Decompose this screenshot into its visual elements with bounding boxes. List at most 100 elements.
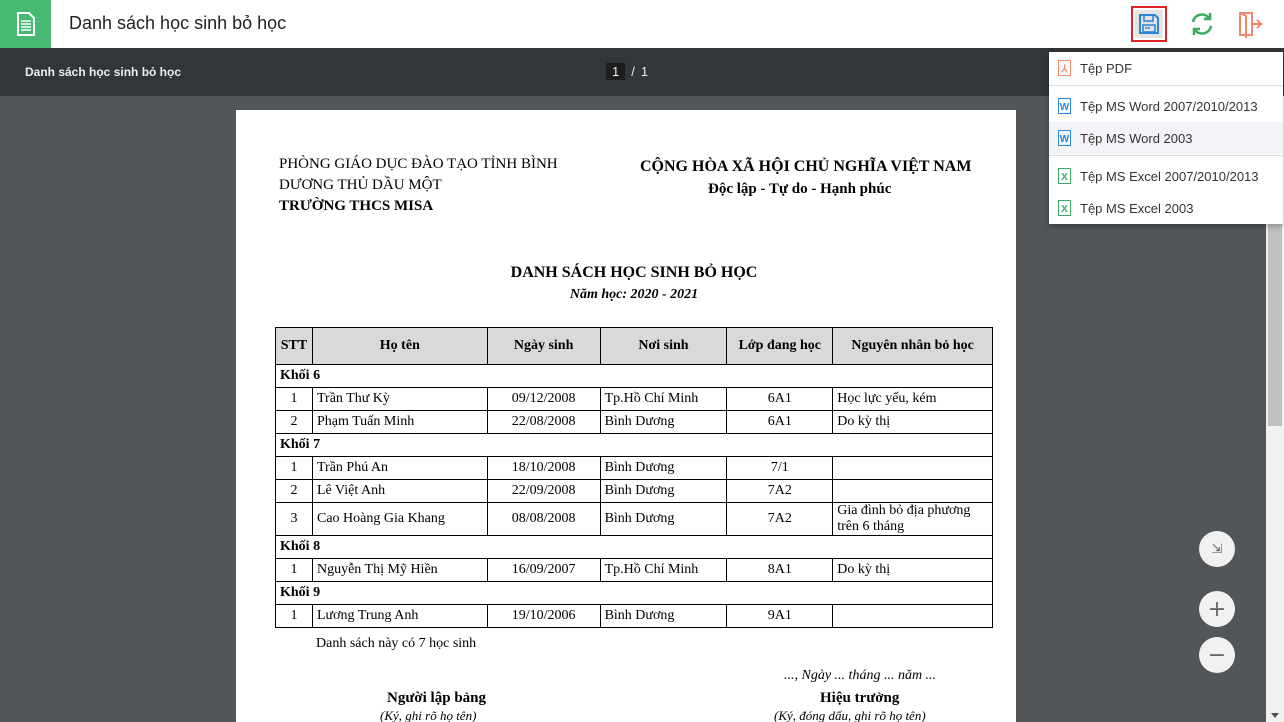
table-cell: 6A1: [726, 410, 834, 434]
table-cell: Gia đình bỏ địa phương trên 6 tháng: [832, 502, 993, 536]
table-row: 1 Lương Trung Anh 19/10/2006 Bình Dương 9A1: [275, 604, 993, 628]
column-header: Ngày sinh: [486, 327, 601, 365]
word-file-icon: W: [1058, 98, 1071, 114]
table-cell: 9A1: [726, 604, 834, 628]
table-cell: 2: [275, 479, 313, 503]
column-header: Lớp đang học: [726, 327, 834, 365]
column-header: STT: [275, 327, 313, 365]
table-cell: 16/09/2007: [486, 558, 601, 582]
exit-button[interactable]: [1232, 6, 1268, 42]
table-cell: 7A2: [726, 502, 834, 536]
table-cell: 1: [275, 387, 313, 411]
table-cell: 1: [275, 558, 313, 582]
excel-file-icon: X: [1058, 200, 1071, 216]
table-cell: [832, 479, 993, 503]
table-cell: Phạm Tuấn Minh: [311, 410, 488, 434]
group-row: Khối 9: [275, 581, 993, 605]
export-menu-item[interactable]: X Tệp MS Excel 2007/2010/2013: [1049, 160, 1283, 192]
document-page: PHÒNG GIÁO DỤC ĐÀO TẠO TỈNH BÌNH DƯƠNG T…: [236, 110, 1016, 722]
group-row: Khối 8: [275, 535, 993, 559]
zoom-in-button[interactable]: +: [1199, 591, 1235, 627]
table-cell: Lương Trung Anh: [311, 604, 488, 628]
org-line-2: DƯƠNG THỦ DẦU MỘT: [279, 177, 442, 193]
table-cell: 08/08/2008: [486, 502, 601, 536]
collapse-icon: ⇲: [1211, 541, 1223, 557]
page-title: Danh sách học sinh bỏ học: [69, 13, 287, 33]
page-separator: /: [631, 64, 635, 79]
table-cell: Lê Việt Anh: [311, 479, 488, 503]
save-button[interactable]: [1131, 6, 1167, 42]
table-cell: 7/1: [726, 456, 834, 480]
fit-page-button[interactable]: ⇲: [1199, 531, 1235, 567]
table-cell: Nguyễn Thị Mỹ Hiền: [311, 558, 488, 582]
current-page-input[interactable]: 1: [606, 63, 626, 80]
document-name: Danh sách học sinh bỏ học: [25, 65, 182, 79]
table-cell: Trần Thư Kỳ: [311, 387, 488, 411]
table-cell: [832, 456, 993, 480]
table-cell: Bình Dương: [599, 456, 728, 480]
table-row: 1 Trần Thư Kỳ 09/12/2008 Tp.Hồ Chí Minh 6A1 H…: [275, 387, 993, 411]
plus-icon: +: [1207, 596, 1227, 622]
zoom-out-button[interactable]: −: [1199, 637, 1235, 673]
group-row: Khối 7: [275, 433, 993, 457]
motto: Độc lập - Tự do - Hạnh phúc: [708, 181, 892, 197]
table-cell: 1: [275, 456, 313, 480]
minus-icon: −: [1207, 642, 1227, 668]
export-menu-item[interactable]: ⅄ Tệp PDF: [1049, 52, 1283, 84]
group-name: Khối 9: [275, 581, 993, 605]
column-header: Nơi sinh: [599, 327, 728, 365]
export-menu: ⅄ Tệp PDF W Tệp MS Word 2007/2010/2013 W Tệp …: [1049, 52, 1283, 224]
group-name: Khối 6: [275, 364, 993, 388]
page-indicator: 1 / 1: [606, 63, 648, 80]
table-row: 1 Nguyễn Thị Mỹ Hiền 16/09/2007 Tp.Hồ Chí M…: [275, 558, 993, 582]
column-header: Họ tên: [311, 327, 488, 365]
column-header: Nguyên nhân bỏ học: [832, 327, 993, 365]
table-cell: Bình Dương: [599, 479, 728, 503]
pdf-file-icon: ⅄: [1058, 60, 1071, 76]
signer-right-note: (Ký, đóng dấu, ghi rõ họ tên): [774, 710, 926, 722]
export-menu-item[interactable]: X Tệp MS Excel 2003: [1049, 192, 1283, 224]
table-cell: Tp.Hồ Chí Minh: [599, 558, 728, 582]
table-cell: Tp.Hồ Chí Minh: [599, 387, 728, 411]
exit-door-icon: [1239, 12, 1263, 38]
refresh-icon: [1191, 13, 1213, 35]
school-year: Năm học: 2020 - 2021: [569, 287, 699, 302]
table-cell: Bình Dương: [599, 502, 728, 536]
table-row: 2 Phạm Tuấn Minh 22/08/2008 Bình Dương 6A1 Do…: [275, 410, 993, 434]
signer-left-note: (Ký, ghi rõ họ tên): [380, 710, 477, 722]
refresh-button[interactable]: [1184, 6, 1220, 42]
excel-file-icon: X: [1058, 168, 1071, 184]
menu-item-label: Tệp MS Excel 2003: [1080, 200, 1194, 216]
scroll-down-arrow-icon[interactable]: [1271, 713, 1279, 718]
table-cell: 2: [275, 410, 313, 434]
table-cell: 18/10/2008: [486, 456, 601, 480]
date-line: ..., Ngày ... tháng ... năm ...: [784, 668, 937, 683]
document-viewer: PHÒNG GIÁO DỤC ĐÀO TẠO TỈNH BÌNH DƯƠNG T…: [0, 96, 1266, 722]
export-menu-item[interactable]: W Tệp MS Word 2003: [1049, 122, 1283, 154]
menu-divider: [1049, 155, 1283, 156]
export-menu-item[interactable]: W Tệp MS Word 2007/2010/2013: [1049, 90, 1283, 122]
table-cell: Bình Dương: [599, 410, 728, 434]
menu-divider: [1049, 85, 1283, 86]
table-row: 2 Lê Việt Anh 22/09/2008 Bình Dương 7A2: [275, 479, 993, 503]
table-cell: Trần Phú An: [311, 456, 488, 480]
table-cell: Bình Dương: [599, 604, 728, 628]
word-file-icon: W: [1058, 130, 1071, 146]
table-cell: Học lực yếu, kém: [832, 387, 993, 411]
table-row: 3 Cao Hoàng Gia Khang 08/08/2008 Bình Dương…: [275, 502, 993, 536]
table-cell: 8A1: [726, 558, 834, 582]
students-table: STT Họ tên Ngày sinh Nơi sinh Lớp đang học Ng…: [275, 327, 993, 628]
signer-right: Hiệu trưởng: [820, 690, 900, 706]
table-cell: 7A2: [726, 479, 834, 503]
signer-left: Người lập bảng: [387, 690, 487, 706]
table-cell: 19/10/2006: [486, 604, 601, 628]
menu-item-label: Tệp MS Word 2007/2010/2013: [1080, 98, 1258, 114]
table-cell: Do kỳ thị: [832, 558, 993, 582]
table-row: 1 Trần Phú An 18/10/2008 Bình Dương 7/1: [275, 456, 993, 480]
top-bar: Danh sách học sinh bỏ học: [0, 0, 1284, 48]
report-title: DANH SÁCH HỌC SINH BỎ HỌC: [510, 264, 758, 281]
floppy-disk-icon: [1135, 10, 1163, 38]
group-row: Khối 6: [275, 364, 993, 388]
document-icon: [0, 0, 51, 48]
group-name: Khối 8: [275, 535, 993, 559]
